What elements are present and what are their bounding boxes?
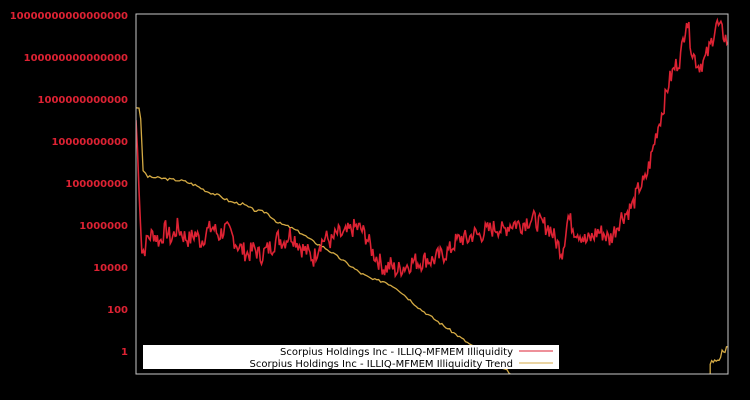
y-tick-label: 1000000000000 xyxy=(38,95,128,106)
legend: Scorpius Holdings Inc - ILLIQ-MFMEM Illi… xyxy=(143,345,559,370)
legend-box xyxy=(143,345,559,369)
trend-line-tail xyxy=(709,346,728,374)
y-tick-label: 100000000000000 xyxy=(24,53,128,64)
y-tick-label: 10000000000000000 xyxy=(10,11,128,22)
plot-frame xyxy=(135,13,729,375)
legend-label-illiquidity: Scorpius Holdings Inc - ILLIQ-MFMEM Illi… xyxy=(280,347,513,358)
y-tick-label: 100 xyxy=(107,305,128,316)
y-tick-label: 100000000 xyxy=(65,179,128,190)
y-tick-label: 1000000 xyxy=(79,221,128,232)
y-axis-tick-labels: 1 100 10000 1000000 100000000 10000000000 1000… xyxy=(10,11,128,358)
legend-label-trend: Scorpius Holdings Inc - ILLIQ-MFMEM Illi… xyxy=(250,359,514,370)
trend-line xyxy=(136,107,514,374)
y-tick-label: 1 xyxy=(121,347,128,358)
y-tick-label: 10000 xyxy=(93,263,128,274)
y-tick-label: 10000000000 xyxy=(51,137,128,148)
illiquidity-line xyxy=(136,17,728,279)
